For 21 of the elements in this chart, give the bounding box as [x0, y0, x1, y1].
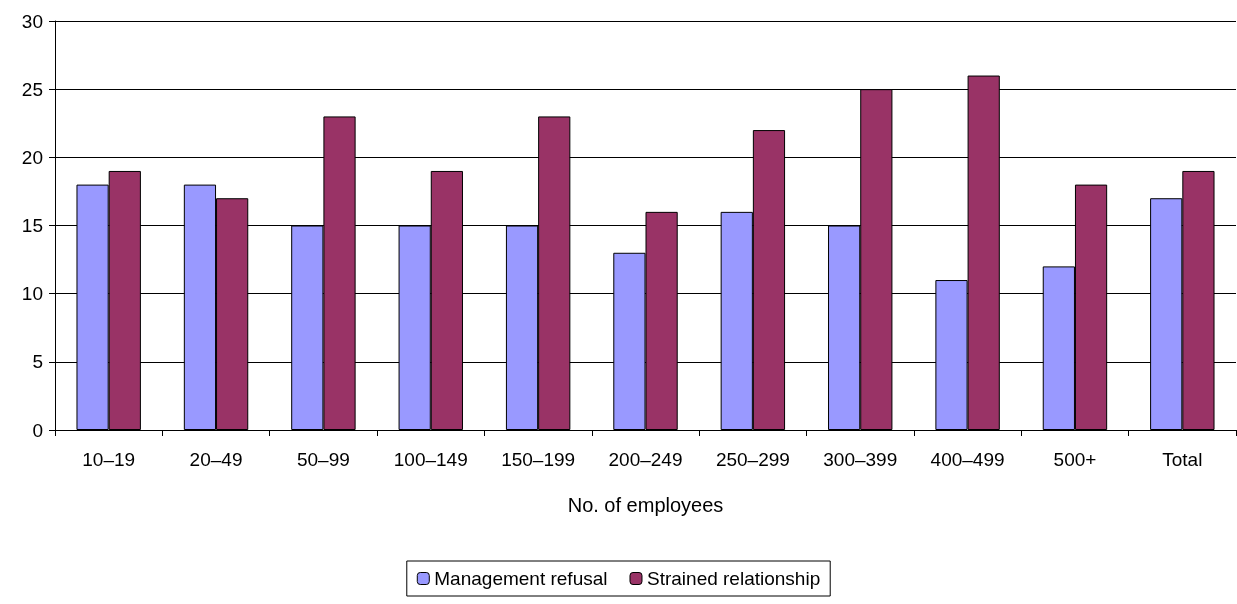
y-tick-label: 30 [21, 10, 43, 32]
x-tick-label: 250–299 [715, 449, 790, 470]
x-tick-label: 500+ [1053, 449, 1097, 470]
x-tick-label: 10–19 [82, 449, 136, 470]
y-tick-label: 5 [32, 351, 43, 373]
y-tick-label: 10 [21, 283, 43, 305]
x-tick-label: 50–99 [296, 449, 350, 470]
x-axis-title: No. of employees [567, 494, 724, 516]
x-tick-label: 200–249 [608, 449, 683, 470]
x-tick-label: 300–399 [823, 449, 898, 470]
x-tick-label: 150–199 [501, 449, 576, 470]
legend-label: Strained relationship [647, 568, 821, 589]
y-tick-label: 0 [32, 419, 43, 441]
y-tick-label: 25 [21, 78, 43, 100]
y-tick-label: 20 [21, 146, 43, 168]
x-tick-label: Total [1162, 449, 1203, 470]
x-tick-label: 100–149 [393, 449, 468, 470]
y-tick-label: 15 [21, 215, 43, 236]
x-tick-label: 20–49 [189, 449, 243, 470]
x-tick-label: 400–499 [930, 449, 1005, 470]
legend-label: Management refusal [434, 568, 608, 589]
